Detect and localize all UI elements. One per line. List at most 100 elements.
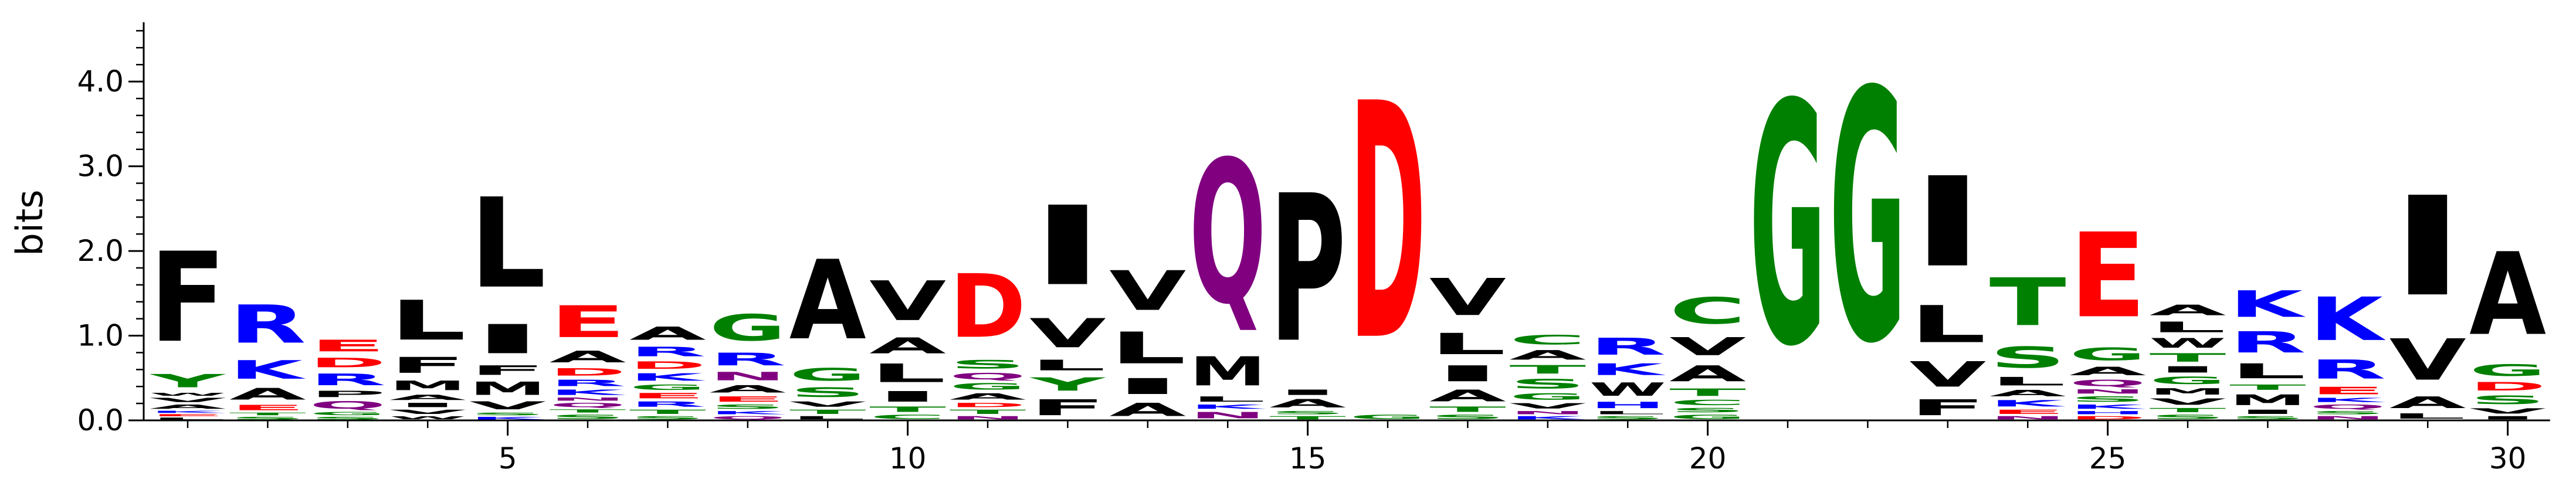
logo-letter-I: I [2229,409,2306,416]
logo-letter-A: A [869,333,946,358]
logo-letter-L: L [469,172,546,316]
logo-column: GD [1350,35,1426,420]
logo-letter-E: E [1989,409,2066,416]
logo-letter-S: S [709,403,786,410]
logo-letter-C: C [869,413,946,420]
logo-letter-T: T [2150,407,2226,414]
logo-letter-R: R [709,349,786,370]
logo-letter-A: A [389,393,466,402]
logo-letter-V: V [389,409,466,416]
logo-letter-I: I [1109,374,1186,399]
logo-letter-I: I [389,402,466,409]
logo-letter-N: N [950,415,1026,420]
logo-letter-D: D [950,402,1026,409]
logo-letter-G: G [629,383,706,391]
logo-letter-N: N [550,397,626,402]
logo-letter-L: L [389,289,466,352]
logo-letter-N: N [1989,415,2066,420]
logo-letter-L: L [1189,395,1266,403]
logo-letter-V: V [1109,260,1186,323]
logo-letter-K: K [2309,397,2386,404]
logo-letter-E: E [629,392,706,400]
logo-letter-R: R [229,294,306,355]
x-tick-label: 20 [1689,441,1727,475]
logo-letter-S: S [2309,410,2386,416]
logo-letter-Q: Q [709,415,786,420]
x-tick-label: 25 [2089,441,2127,475]
logo-letter-A: A [2069,365,2146,378]
logo-letter-W: W [1589,379,1666,400]
y-tick-label: 1.0 [77,319,124,353]
logo-letter-K: K [2229,283,2306,325]
logo-letter-V: V [1509,402,1586,410]
logo-letter-V: V [1909,354,1986,395]
logo-letter-M: M [2229,392,2306,409]
logo-letter-L: L [789,415,866,420]
logo-letter-N: N [1189,410,1266,420]
logo-letter-F: F [469,363,546,378]
logo-letter-T: T [1269,415,1346,420]
logo-letter-K: K [709,410,786,416]
logo-letter-S: S [469,412,546,416]
logo-letter-G: G [1750,34,1826,419]
logo-letter-D: D [550,366,626,378]
logo-letter-L: L [1909,295,1986,355]
logo-letter-E: E [2069,209,2146,344]
logo-letter-K: K [550,388,626,396]
logo-letter-Q: Q [309,399,386,411]
y-axis-label: bits [8,189,51,256]
logo-letter-G: G [309,411,386,416]
logo-letter-F: F [1909,395,1986,420]
logo-letter-Y: Y [149,371,226,392]
logo-letter-T: T [1989,264,2066,341]
logo-letter-L: L [1029,357,1106,374]
logo-letter-G: G [950,382,1026,392]
logo-letter-S: S [2229,415,2306,420]
logo-letter-L: L [1989,375,2066,388]
logo-letter-T: T [789,409,866,416]
y-tick-label: 0.0 [77,403,124,437]
logo-letter-T: T [2150,351,2226,365]
logo-letter-L: L [2150,319,2226,336]
logo-letter-M: M [469,378,546,399]
logo-letter-K: K [150,410,226,414]
logo-letter-V: V [2469,407,2546,415]
logo-letter-C: C [1509,332,1586,348]
logo-letter-G: G [2469,361,2546,380]
logo-letter-D: D [1350,35,1426,412]
logo-letter-G: G [1669,413,1746,420]
logo-letter-G: G [1829,19,1906,419]
logo-letter-M: M [1189,348,1266,395]
logo-letter-V: V [2389,327,2466,393]
logo-letter-D: D [309,355,386,371]
logo-letter-K: K [2069,403,2146,410]
logo-letter-S: S [2150,414,2226,420]
logo-letter-V: V [1669,332,1746,361]
logo-letter-G: G [1509,392,1586,402]
logo-letter-L: L [2389,412,2466,420]
logo-letter-E: E [709,395,786,403]
logo-letter-V: V [2150,397,2226,407]
logo-letter-F: F [1029,395,1106,420]
logo-letter-R: R [1589,333,1666,360]
logo-letter-Q: Q [1189,120,1266,348]
logo-column: G [1829,19,1906,419]
logo-letter-A: A [629,323,706,344]
x-tick-label: 10 [889,441,927,475]
logo-letter-T: T [629,409,706,416]
y-tick-label: 4.0 [77,64,124,98]
logo-letter-G: G [709,307,786,349]
